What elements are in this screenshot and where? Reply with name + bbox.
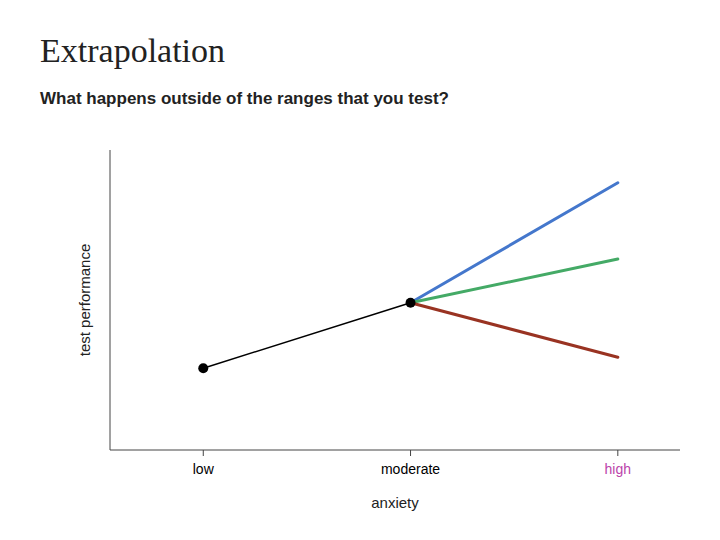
title: Extrapolation bbox=[40, 32, 225, 69]
chart: Extrapolation What happens outside of the… bbox=[0, 0, 720, 540]
x-tick bbox=[203, 450, 204, 456]
subtitle: What happens outside of the ranges that … bbox=[40, 89, 449, 108]
plot-area bbox=[198, 183, 618, 373]
x-tick bbox=[410, 450, 411, 456]
x-tick bbox=[617, 450, 618, 456]
point bbox=[406, 298, 416, 308]
axes: low moderate high bbox=[110, 150, 680, 477]
lines bbox=[203, 183, 618, 368]
series-line bbox=[203, 303, 410, 368]
series-line bbox=[411, 183, 618, 303]
x-axis-label: anxiety bbox=[371, 494, 419, 511]
x-tick-label: low bbox=[193, 461, 215, 477]
series-line bbox=[411, 259, 618, 303]
point bbox=[198, 363, 208, 373]
x-tick-label: moderate bbox=[381, 461, 440, 477]
x-axis-line bbox=[110, 450, 680, 451]
markers bbox=[198, 298, 415, 373]
y-axis-label: test performance bbox=[76, 244, 93, 357]
x-tick-label: high bbox=[605, 461, 631, 477]
y-axis-line bbox=[110, 150, 111, 450]
series-line bbox=[411, 303, 618, 358]
